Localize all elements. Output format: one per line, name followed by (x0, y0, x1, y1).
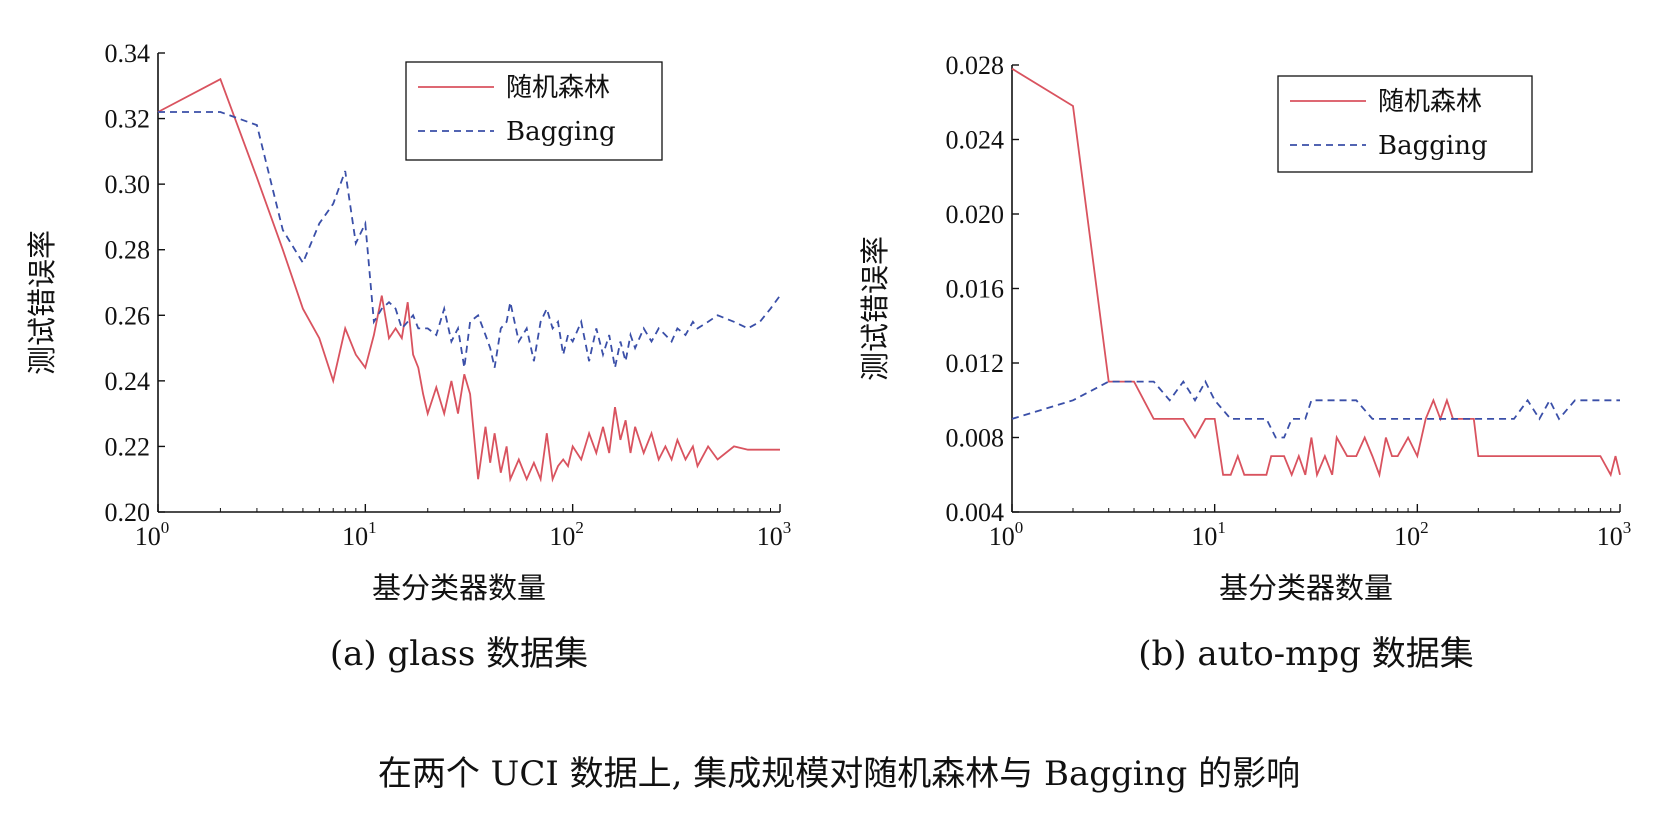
legend-label: Bagging (1378, 131, 1488, 161)
x-tick-label: 101 (342, 518, 377, 551)
x-tick-label: 103 (757, 518, 792, 551)
x-tick-label: 100 (989, 518, 1024, 551)
figure-caption: 在两个 UCI 数据上, 集成规模对随机森林与 Bagging 的影响 (378, 754, 1300, 794)
y-tick-label: 0.024 (946, 126, 1005, 155)
y-axis-title: 测试错误率 (25, 230, 59, 375)
y-tick-label: 0.34 (105, 39, 151, 68)
y-tick-label: 0.016 (946, 275, 1005, 304)
legend-label: Bagging (506, 117, 616, 147)
y-tick-label: 0.22 (105, 432, 151, 461)
legend-label: 随机森林 (1378, 87, 1482, 117)
x-axis-title: 基分类器数量 (1219, 571, 1393, 605)
series-line-bagging (1011, 379, 1620, 439)
y-tick-label: 0.32 (105, 105, 151, 134)
y-tick-label: 0.012 (946, 349, 1005, 378)
y-tick-label: 0.008 (946, 424, 1005, 453)
series-line-random-forest (157, 77, 780, 483)
y-tick-label: 0.30 (105, 170, 151, 199)
x-tick-label: 101 (1191, 518, 1226, 551)
y-tick-label: 0.028 (946, 51, 1005, 80)
panel-glass: 0.20 0.22 0.24 0.26 0.28 0.30 0.32 0.34 100 101 10… (25, 39, 791, 674)
y-tick-label: 0.28 (105, 236, 151, 265)
x-axis-title: 基分类器数量 (372, 571, 546, 605)
series-line-bagging (158, 111, 781, 368)
y-tick-label: 0.26 (105, 301, 151, 330)
legend-box (405, 61, 663, 161)
y-tick-label: 0.24 (105, 367, 151, 396)
legend: 随机森林 Bagging (405, 61, 663, 161)
subcaption: (a) glass 数据集 (330, 634, 588, 674)
subcaption: (b) auto-mpg 数据集 (1138, 634, 1473, 674)
y-tick-label: 0.004 (946, 498, 1005, 527)
y-tick-label: 0.020 (946, 200, 1005, 229)
x-tick-label: 100 (135, 518, 170, 551)
y-tick-label: 0.20 (105, 498, 151, 527)
series-line-random-forest (1011, 67, 1621, 479)
legend-label: 随机森林 (506, 73, 610, 103)
x-tick-label: 102 (1394, 518, 1429, 551)
legend-box (1277, 75, 1533, 173)
y-axis-title: 测试错误率 (858, 236, 892, 381)
panel-auto-mpg: 0.004 0.008 0.012 0.016 0.020 0.024 0.028 100 10… (858, 51, 1631, 674)
x-tick-label: 102 (549, 518, 584, 551)
x-tick-label: 103 (1597, 518, 1632, 551)
legend: 随机森林 Bagging (1277, 75, 1533, 173)
